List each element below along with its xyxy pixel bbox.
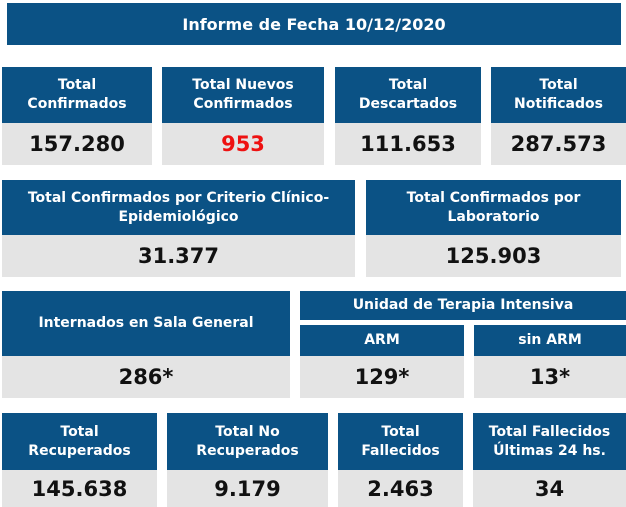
arm-label: ARM	[300, 325, 464, 356]
confirmados-laboratorio-label: Total Confirmados por Laboratorio	[366, 180, 621, 235]
internados-sala-label: Internados en Sala General	[2, 291, 290, 356]
fallecidos-24h-label: Total Fallecidos Últimas 24 hs.	[473, 413, 626, 470]
confirmados-clinico-value: 31.377	[2, 235, 355, 277]
total-confirmados-value: 157.280	[2, 123, 152, 165]
total-nuevos-confirmados-label: Total Nuevos Confirmados	[162, 67, 324, 123]
total-descartados-value: 111.653	[335, 123, 481, 165]
arm-value: 129*	[300, 356, 464, 398]
total-descartados-label: Total Descartados	[335, 67, 481, 123]
report-title: Informe de Fecha 10/12/2020	[7, 3, 621, 45]
total-recuperados-value: 145.638	[2, 470, 157, 507]
confirmados-clinico-label: Total Confirmados por Criterio Clínico-E…	[2, 180, 355, 235]
fallecidos-24h-value: 34	[473, 470, 626, 507]
total-fallecidos-value: 2.463	[338, 470, 463, 507]
sin-arm-label: sin ARM	[474, 325, 626, 356]
confirmados-laboratorio-value: 125.903	[366, 235, 621, 277]
sin-arm-value: 13*	[474, 356, 626, 398]
internados-sala-value: 286*	[2, 356, 290, 398]
total-notificados-label: Total Notificados	[491, 67, 626, 123]
total-nuevos-confirmados-value: 953	[162, 123, 324, 165]
total-no-recuperados-label: Total No Recuperados	[167, 413, 328, 470]
total-confirmados-label: Total Confirmados	[2, 67, 152, 123]
total-recuperados-label: Total Recuperados	[2, 413, 157, 470]
uti-label: Unidad de Terapia Intensiva	[300, 291, 626, 320]
total-fallecidos-label: Total Fallecidos	[338, 413, 463, 470]
total-notificados-value: 287.573	[491, 123, 626, 165]
total-no-recuperados-value: 9.179	[167, 470, 328, 507]
